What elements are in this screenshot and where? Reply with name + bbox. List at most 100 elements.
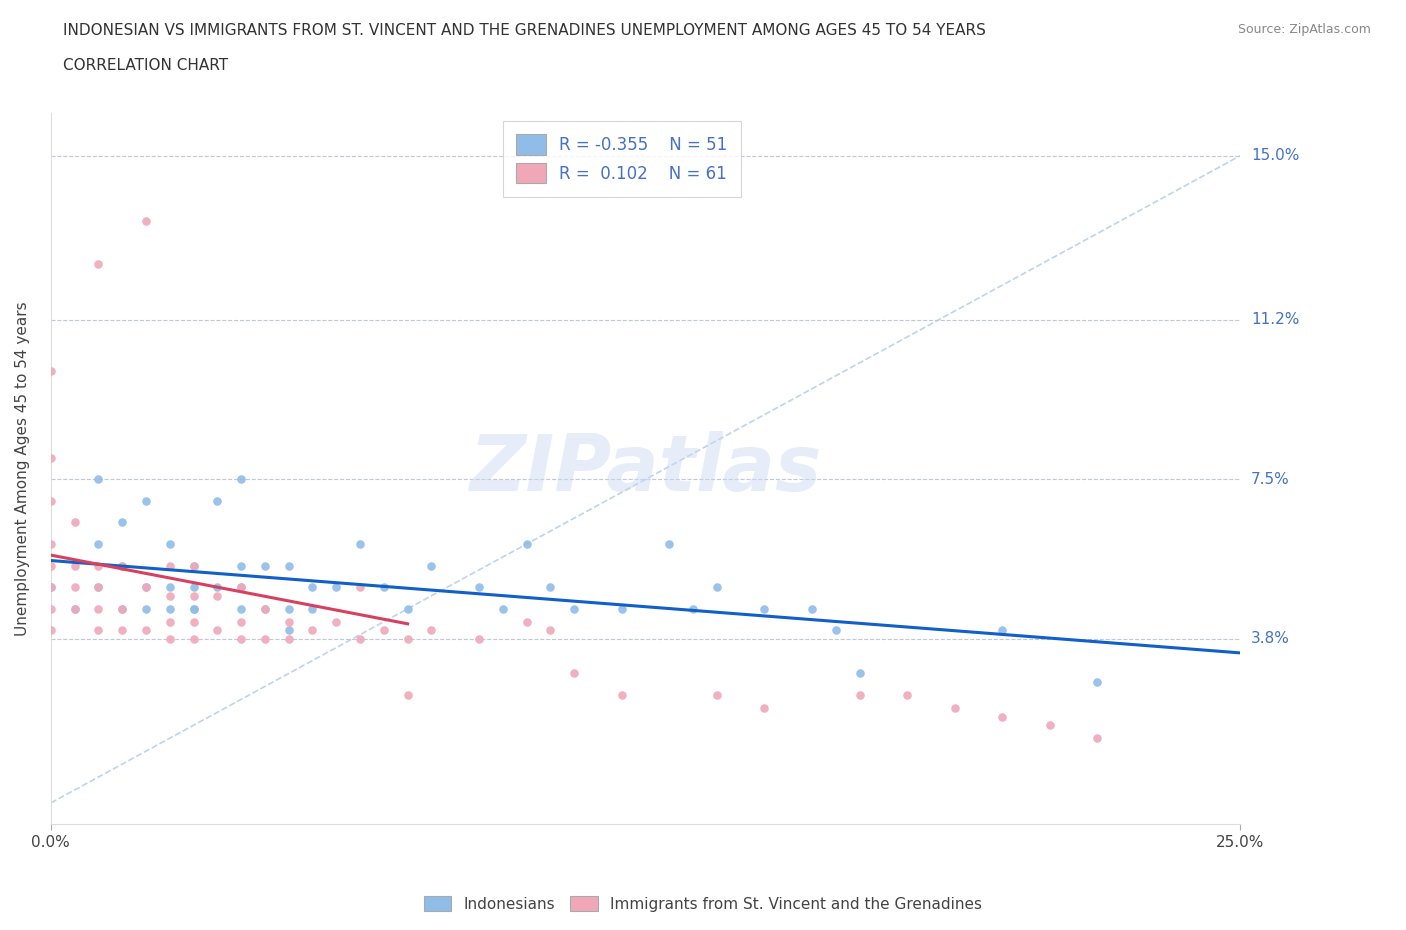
Point <box>1039 718 1062 733</box>
Point <box>896 687 918 702</box>
Point <box>325 615 347 630</box>
Point <box>183 602 205 617</box>
Point <box>420 558 443 573</box>
Point <box>159 615 181 630</box>
Point <box>63 515 86 530</box>
Point <box>135 623 157 638</box>
Text: CORRELATION CHART: CORRELATION CHART <box>63 58 228 73</box>
Point <box>301 602 323 617</box>
Point <box>848 666 870 681</box>
Point <box>87 579 110 594</box>
Point <box>63 558 86 573</box>
Point <box>538 623 561 638</box>
Point <box>111 602 134 617</box>
Point <box>229 579 252 594</box>
Text: 15.0%: 15.0% <box>1251 148 1299 164</box>
Point <box>183 558 205 573</box>
Point <box>87 256 110 271</box>
Point <box>135 213 157 228</box>
Point <box>349 537 371 551</box>
Point <box>87 537 110 551</box>
Point <box>253 631 276 646</box>
Point <box>848 687 870 702</box>
Point <box>135 494 157 509</box>
Point <box>63 602 86 617</box>
Point <box>373 579 395 594</box>
Point <box>277 623 299 638</box>
Point <box>824 623 846 638</box>
Point <box>207 589 229 604</box>
Point <box>325 579 347 594</box>
Point <box>159 589 181 604</box>
Point <box>39 364 62 379</box>
Point <box>135 579 157 594</box>
Point <box>610 602 633 617</box>
Point <box>87 623 110 638</box>
Point <box>420 623 443 638</box>
Point <box>253 602 276 617</box>
Point <box>87 602 110 617</box>
Point <box>183 615 205 630</box>
Point <box>87 472 110 486</box>
Point <box>562 602 585 617</box>
Point <box>538 579 561 594</box>
Point <box>396 687 419 702</box>
Point <box>39 537 62 551</box>
Point <box>207 579 229 594</box>
Point <box>183 602 205 617</box>
Point <box>63 579 86 594</box>
Point <box>111 623 134 638</box>
Point <box>159 631 181 646</box>
Point <box>39 602 62 617</box>
Point <box>111 602 134 617</box>
Text: ZIPatlas: ZIPatlas <box>470 431 821 507</box>
Text: 7.5%: 7.5% <box>1251 472 1289 486</box>
Point <box>468 579 491 594</box>
Point <box>111 515 134 530</box>
Point <box>610 687 633 702</box>
Point <box>706 579 728 594</box>
Point <box>801 602 824 617</box>
Text: 3.8%: 3.8% <box>1251 631 1291 646</box>
Point <box>63 602 86 617</box>
Point <box>159 579 181 594</box>
Point <box>253 558 276 573</box>
Point <box>229 602 252 617</box>
Point <box>39 579 62 594</box>
Point <box>135 602 157 617</box>
Point <box>396 631 419 646</box>
Point <box>754 602 776 617</box>
Point <box>229 579 252 594</box>
Point <box>277 602 299 617</box>
Point <box>301 579 323 594</box>
Point <box>492 602 515 617</box>
Point <box>183 558 205 573</box>
Legend: R = -0.355    N = 51, R =  0.102    N = 61: R = -0.355 N = 51, R = 0.102 N = 61 <box>502 121 741 196</box>
Point <box>277 558 299 573</box>
Text: 11.2%: 11.2% <box>1251 312 1299 327</box>
Text: INDONESIAN VS IMMIGRANTS FROM ST. VINCENT AND THE GRENADINES UNEMPLOYMENT AMONG : INDONESIAN VS IMMIGRANTS FROM ST. VINCEN… <box>63 23 986 38</box>
Point <box>349 631 371 646</box>
Point <box>991 710 1014 724</box>
Point <box>373 623 395 638</box>
Point <box>183 589 205 604</box>
Point <box>253 602 276 617</box>
Point <box>183 579 205 594</box>
Point <box>159 602 181 617</box>
Point <box>111 558 134 573</box>
Point <box>39 623 62 638</box>
Point <box>229 558 252 573</box>
Point <box>39 450 62 465</box>
Point <box>1087 674 1109 689</box>
Point <box>658 537 681 551</box>
Point <box>183 631 205 646</box>
Point <box>39 558 62 573</box>
Text: Source: ZipAtlas.com: Source: ZipAtlas.com <box>1237 23 1371 36</box>
Point <box>991 623 1014 638</box>
Point <box>301 623 323 638</box>
Point <box>562 666 585 681</box>
Point <box>229 631 252 646</box>
Legend: Indonesians, Immigrants from St. Vincent and the Grenadines: Indonesians, Immigrants from St. Vincent… <box>418 889 988 918</box>
Point <box>516 615 538 630</box>
Point <box>277 631 299 646</box>
